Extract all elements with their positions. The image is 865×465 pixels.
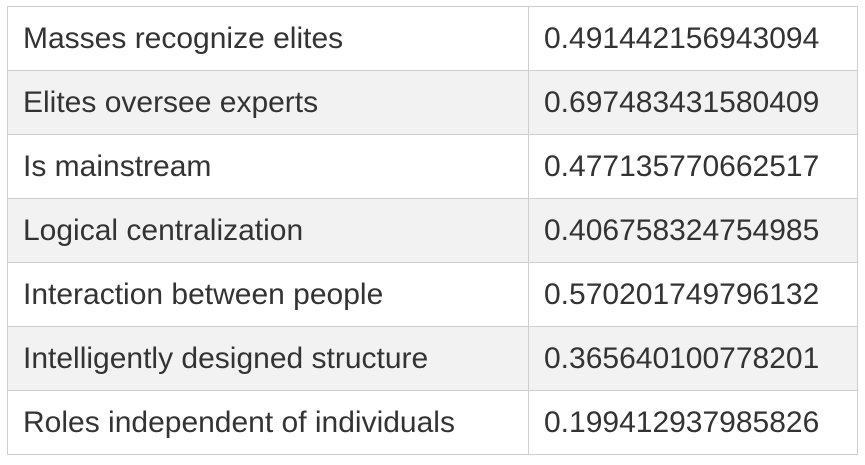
row-value: 0.199412937985826 [528, 390, 858, 455]
table-row: Logical centralization 0.406758324754985 [7, 198, 858, 263]
table-row: Intelligently designed structure 0.365640… [7, 326, 858, 391]
row-label: Interaction between people [7, 262, 529, 327]
table-row: Is mainstream 0.477135770662517 [7, 134, 858, 199]
data-table: Masses recognize elites 0.491442156943094… [7, 6, 858, 455]
table-body: Masses recognize elites 0.491442156943094… [7, 6, 858, 455]
row-value: 0.406758324754985 [528, 198, 858, 263]
table-row: Masses recognize elites 0.491442156943094 [7, 6, 858, 71]
row-label: Is mainstream [7, 134, 529, 199]
row-label: Elites oversee experts [7, 70, 529, 135]
row-label: Masses recognize elites [7, 6, 529, 71]
row-value: 0.491442156943094 [528, 6, 858, 71]
table-row: Interaction between people 0.570201749796… [7, 262, 858, 327]
row-value: 0.365640100778201 [528, 326, 858, 391]
row-value: 0.477135770662517 [528, 134, 858, 199]
row-label: Intelligently designed structure [7, 326, 529, 391]
row-value: 0.570201749796132 [528, 262, 858, 327]
row-label: Logical centralization [7, 198, 529, 263]
table-row: Roles independent of individuals 0.199412… [7, 390, 858, 455]
row-label: Roles independent of individuals [7, 390, 529, 455]
table-row: Elites oversee experts 0.697483431580409 [7, 70, 858, 135]
row-value: 0.697483431580409 [528, 70, 858, 135]
